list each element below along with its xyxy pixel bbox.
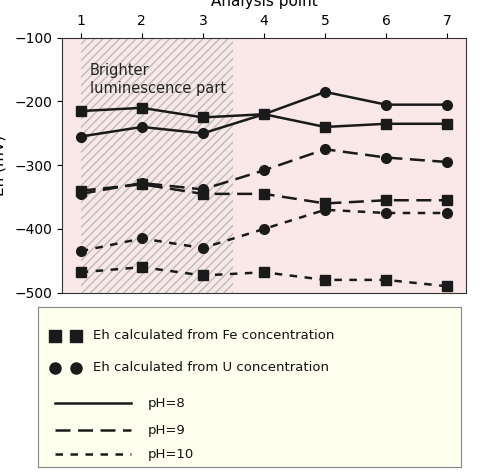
Text: Eh calculated from U concentration: Eh calculated from U concentration <box>93 361 329 374</box>
X-axis label: Analysis point: Analysis point <box>211 0 317 8</box>
Text: Eh calculated from Fe concentration: Eh calculated from Fe concentration <box>93 329 335 342</box>
Bar <box>81 38 233 293</box>
Text: pH=8: pH=8 <box>148 396 186 410</box>
Text: pH=10: pH=10 <box>148 448 194 461</box>
Text: pH=9: pH=9 <box>148 424 186 437</box>
Y-axis label: Eh (mV): Eh (mV) <box>0 135 6 196</box>
Text: Brighter
luminescence part: Brighter luminescence part <box>90 63 226 96</box>
